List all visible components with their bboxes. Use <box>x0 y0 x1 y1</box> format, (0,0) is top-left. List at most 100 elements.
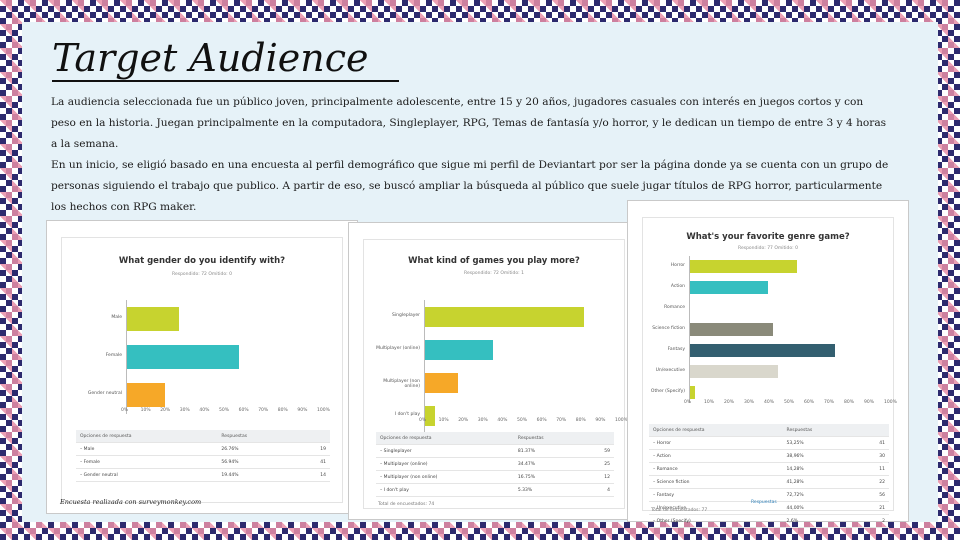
table-cell: 16.75% <box>513 470 586 484</box>
total-respondents: Total de encuestados: 77 <box>651 508 708 513</box>
table-cell: 19 <box>297 442 330 456</box>
table-cell: 41 <box>858 436 889 450</box>
tick-label: 20% <box>724 400 735 405</box>
table-row: – Gender neutral 19.44% 14 <box>76 468 330 482</box>
tick-label: 60% <box>536 418 547 423</box>
table-row: – Horror 53,25% 41 <box>649 436 889 450</box>
table-header-row: Opciones de respuesta Respuestas <box>76 430 330 443</box>
table-row: – Male 26.76% 19 <box>76 442 330 456</box>
survey-panel: What gender do you identify with? Respon… <box>61 237 343 503</box>
tick-label: 10% <box>704 400 715 405</box>
table-header-cell <box>858 424 889 437</box>
bar <box>690 281 768 294</box>
tick-label: 40% <box>497 418 508 423</box>
table-cell: – Un/executive <box>649 501 783 515</box>
table-cell: 38,96% <box>782 449 859 463</box>
table-cell: 59 <box>585 444 614 458</box>
tick-label: 40% <box>764 400 775 405</box>
table-row: – Multiplayer (online) 34.47% 25 <box>376 457 614 471</box>
table-cell: 14 <box>297 468 330 482</box>
tick-label: 90% <box>297 408 308 413</box>
table-cell: 21 <box>858 501 889 515</box>
table-cell: 5.33% <box>513 483 586 497</box>
table-cell: 11 <box>858 462 889 476</box>
tick-label: 90% <box>595 418 606 423</box>
tick-label: 50% <box>219 408 230 413</box>
table-cell: – Multiplayer (online) <box>376 457 514 471</box>
paragraph-1: La audiencia seleccionada fue un público… <box>51 96 887 150</box>
bar <box>127 345 239 369</box>
table-header-cell: Respuestas <box>782 424 859 437</box>
table-cell: – Gender neutral <box>76 468 218 482</box>
table-header-row: Opciones de respuesta Respuestas <box>376 432 614 445</box>
table-row: – Other (Specify) 2,6% 2 <box>649 514 889 528</box>
table-cell: – I don't play <box>376 483 514 497</box>
tick-label: 20% <box>458 418 469 423</box>
table-cell: – Female <box>76 455 218 469</box>
bar-label: Fantasy <box>667 346 685 352</box>
table-cell: 81.37% <box>513 444 586 458</box>
bar <box>425 405 436 426</box>
table-row: – Fantasy 72,72% 56 <box>649 488 889 502</box>
tick-label: 90% <box>864 400 875 405</box>
table-cell: 30 <box>858 449 889 463</box>
table-row: – Un/executive 44,00% 21 <box>649 501 889 515</box>
survey-question: What's your favorite genre game? <box>686 232 850 242</box>
chart-axis <box>689 256 690 403</box>
chart-axis <box>424 300 425 432</box>
tick-label: 0% <box>684 400 692 405</box>
survey-meta: Respondido: 77 Omitido: 0 <box>738 246 798 251</box>
bar <box>127 307 180 331</box>
bar <box>127 383 166 407</box>
table-cell: 72,72% <box>782 488 859 502</box>
bar <box>690 344 836 357</box>
responses-table: Opciones de respuesta Respuestas – Singlep… <box>376 432 614 497</box>
bar-label: Multiplayer (non online) <box>383 378 420 389</box>
table-header-cell: Respuestas <box>217 430 298 443</box>
table-cell: 4 <box>585 483 614 497</box>
tick-label: 80% <box>844 400 855 405</box>
table-header-cell <box>585 432 614 445</box>
bar-label: Un/executive <box>655 367 685 373</box>
table-cell: 2,6% <box>782 514 859 528</box>
table-cell: 25 <box>585 457 614 471</box>
responses-table: Opciones de respuesta Respuestas – Horror 5… <box>649 424 889 528</box>
tick-label: 100% <box>615 418 628 423</box>
tick-label: 30% <box>477 418 488 423</box>
table-header-row: Opciones de respuesta Respuestas <box>649 424 889 437</box>
respuestas-link[interactable]: Respuestas <box>751 500 777 505</box>
paragraph-2: En un inicio, se eligió basado en una en… <box>51 159 889 213</box>
survey-question: What gender do you identify with? <box>118 256 286 266</box>
tick-label: 10% <box>438 418 449 423</box>
bar <box>690 260 797 273</box>
body-text: La audiencia seleccionada fue un público… <box>51 92 891 218</box>
table-row: – Female 56.94% 41 <box>76 455 330 469</box>
bar <box>690 323 773 336</box>
tick-label: 70% <box>258 408 269 413</box>
tick-label: 80% <box>277 408 288 413</box>
table-cell: – Multiplayer (non online) <box>376 470 514 484</box>
tick-label: 50% <box>784 400 795 405</box>
bar-label: Horror <box>670 262 685 268</box>
slide-title: Target Audience <box>52 36 399 82</box>
survey-panel: What's your favorite genre game? Respond… <box>642 217 897 528</box>
survey-meta: Respondido: 72 Omitido: 0 <box>172 272 232 277</box>
table-cell: 22 <box>858 475 889 489</box>
table-cell: 2 <box>858 514 889 528</box>
tick-label: 70% <box>824 400 835 405</box>
table-cell: – Science fiction <box>649 475 783 489</box>
table-header-cell: Opciones de respuesta <box>376 432 514 445</box>
tick-label: 70% <box>556 418 567 423</box>
tick-label: 100% <box>317 408 330 413</box>
tick-label: 60% <box>238 408 249 413</box>
survey-question: What kind of games you play more? <box>408 256 580 266</box>
table-cell: 56 <box>858 488 889 502</box>
table-cell: – Action <box>649 449 783 463</box>
responses-table: Opciones de respuesta Respuestas – Male 26.… <box>76 430 330 482</box>
table-cell: 56.94% <box>217 455 298 469</box>
table-cell: 34.47% <box>513 457 586 471</box>
bar-label: Female <box>105 353 122 358</box>
tick-label: 10% <box>140 408 151 413</box>
bar <box>690 365 778 378</box>
bar <box>425 339 493 360</box>
